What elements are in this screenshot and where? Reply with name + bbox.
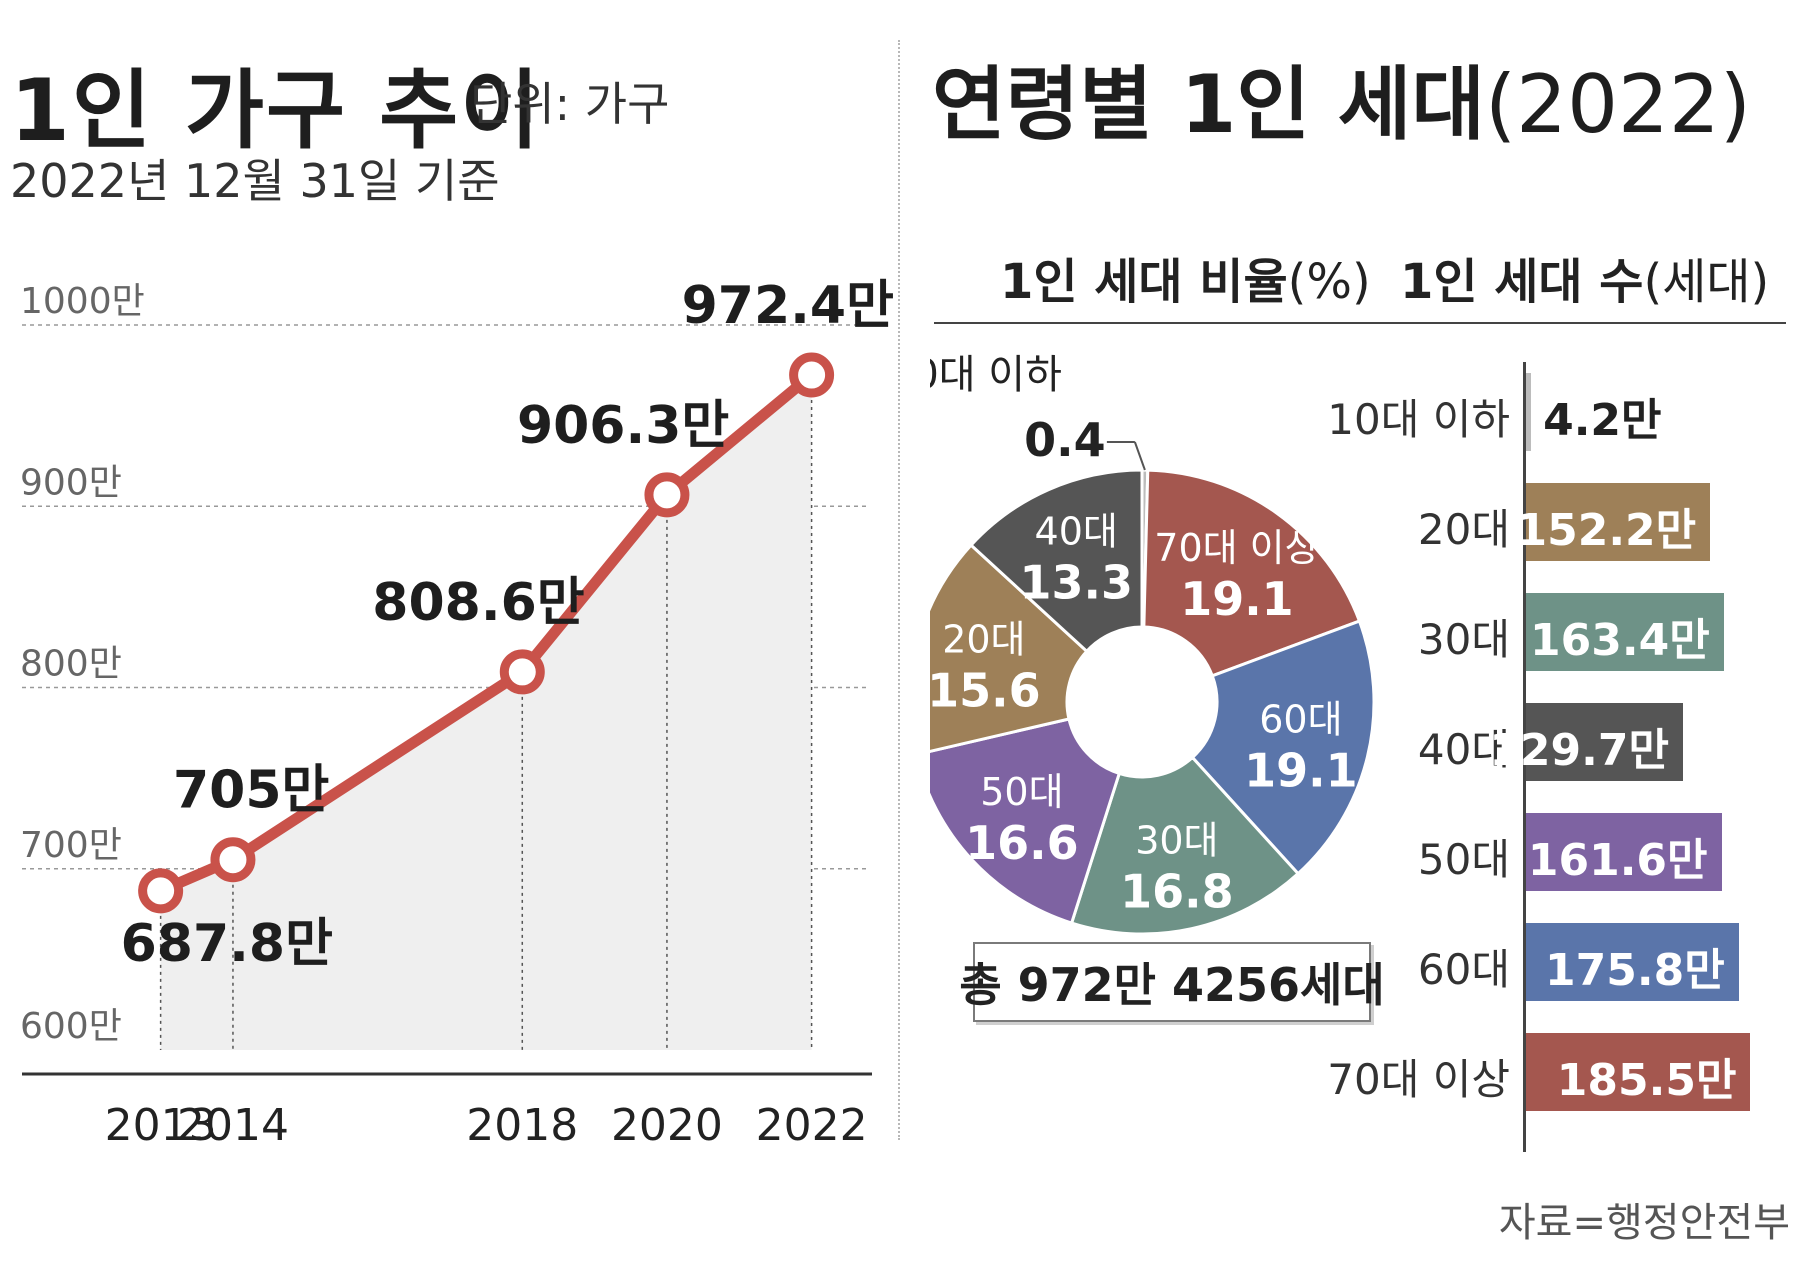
slice-category-label: 20대 (942, 617, 1025, 661)
bar-header-text: 1인 세대 수 (1400, 254, 1644, 310)
point-label: 972.4만 (682, 276, 894, 336)
pie-slice (1190, 619, 1376, 876)
total-households-box: 총 972만 4256세대 (959, 942, 1385, 1022)
bar (1526, 923, 1739, 1001)
panel-divider (898, 40, 900, 1140)
point-label: 906.3만 (517, 396, 729, 456)
line-chart-unit: 단위: 가구 (470, 77, 670, 131)
slice-category-label: 70대 이상 (1154, 526, 1319, 570)
age-chart-title-text: 연령별 1인 세대 (932, 58, 1485, 151)
slice-category-label: 60대 (1259, 698, 1342, 742)
slice-category-label: 50대 (980, 770, 1063, 814)
x-tick-label: 2014 (177, 1100, 289, 1151)
y-tick-label: 700만 (20, 825, 122, 866)
y-tick-label: 800만 (20, 644, 122, 685)
slice-value-label: 19.1 (1180, 572, 1294, 626)
data-point (644, 472, 690, 518)
y-tick-label: 900만 (20, 462, 122, 503)
point-label: 687.8만 (121, 914, 333, 974)
data-point (138, 868, 184, 914)
bar-value-label: 185.5만 (1556, 1055, 1737, 1106)
slice-value-label: 19.1 (1244, 744, 1358, 798)
bar (1526, 373, 1532, 451)
slice-category-label: 30대 (1135, 819, 1218, 863)
pie-slice (968, 468, 1144, 654)
line-chart-title: 1인 가구 추이 (10, 61, 542, 161)
point-label: 705만 (173, 761, 329, 821)
line-chart-subtitle: 2022년 12월 31일 기준 (10, 154, 500, 208)
data-point (499, 649, 545, 695)
bar-category-label: 60대 (1417, 945, 1510, 994)
bar-value-label: 163.4만 (1530, 615, 1710, 666)
x-tick-label: 2013 (105, 1100, 217, 1151)
bar-category-label: 20대 (1417, 505, 1510, 554)
pie-header: 1인 세대 비율(%) (1000, 242, 1371, 312)
pie-slice (1069, 755, 1301, 936)
slice-value-label: 16.6 (965, 816, 1079, 870)
bar (1526, 813, 1722, 891)
header-rule (934, 322, 1786, 324)
x-tick-label: 2020 (611, 1100, 723, 1151)
bar-axis (1523, 362, 1526, 1152)
slice-value-label: 13.3 (1019, 555, 1133, 609)
y-tick-label: 1000만 (20, 281, 145, 322)
bar-header-unit: (세대) (1643, 254, 1770, 310)
bar-category-label: 40대 (1417, 725, 1510, 774)
slice-value-label: 16.8 (1120, 865, 1234, 919)
bar-category-label: 70대 이상 (1327, 1055, 1510, 1104)
bar (1526, 1033, 1751, 1111)
source-credit: 자료=행정안전부 (1498, 1200, 1790, 1246)
line-chart: 600만 700만 800만 900만 1000만 687.8만 705만 808.6만 906… (20, 276, 894, 1151)
leader-line (1133, 441, 1146, 471)
slice-value-label: 15.6 (930, 663, 1041, 717)
pie-slice (1142, 468, 1362, 678)
bar-value-label: 4.2만 (1543, 395, 1662, 446)
x-tick-label: 2018 (466, 1100, 578, 1151)
pie-slice (930, 717, 1122, 925)
bar-category-label: 30대 (1417, 615, 1510, 664)
bar-value-label: 129.7만 (1489, 725, 1669, 776)
bar-value-label: 152.2만 (1516, 505, 1697, 556)
bar-category-label: 50대 (1417, 835, 1510, 884)
x-tick-label: 2022 (756, 1100, 868, 1151)
slice-value-label: 0.4 (1024, 413, 1106, 467)
area-fill (160, 375, 812, 1050)
bar (1526, 483, 1711, 561)
data-point (789, 352, 835, 398)
pie-header-unit: (%) (1287, 254, 1371, 310)
y-tick-label: 600만 (20, 1006, 122, 1047)
pie-slice (930, 543, 1089, 753)
bar (1526, 703, 1683, 781)
slice-category-label: 10대 이하 (930, 352, 1062, 398)
slice-category-label: 40대 (1035, 509, 1118, 553)
bar-header: 1인 세대 수(세대) (1400, 242, 1769, 312)
bar-value-label: 161.6만 (1527, 835, 1708, 886)
data-point (210, 837, 256, 883)
age-chart-title: 연령별 1인 세대(2022) (932, 40, 1751, 156)
pie-header-text: 1인 세대 비율 (1000, 254, 1288, 310)
bar-category-label: 10대 이하 (1327, 395, 1510, 444)
point-label: 808.6만 (372, 573, 584, 633)
age-chart-title-year: (2022) (1484, 58, 1751, 151)
bar (1526, 593, 1724, 671)
bar-value-label: 175.8만 (1545, 945, 1725, 996)
